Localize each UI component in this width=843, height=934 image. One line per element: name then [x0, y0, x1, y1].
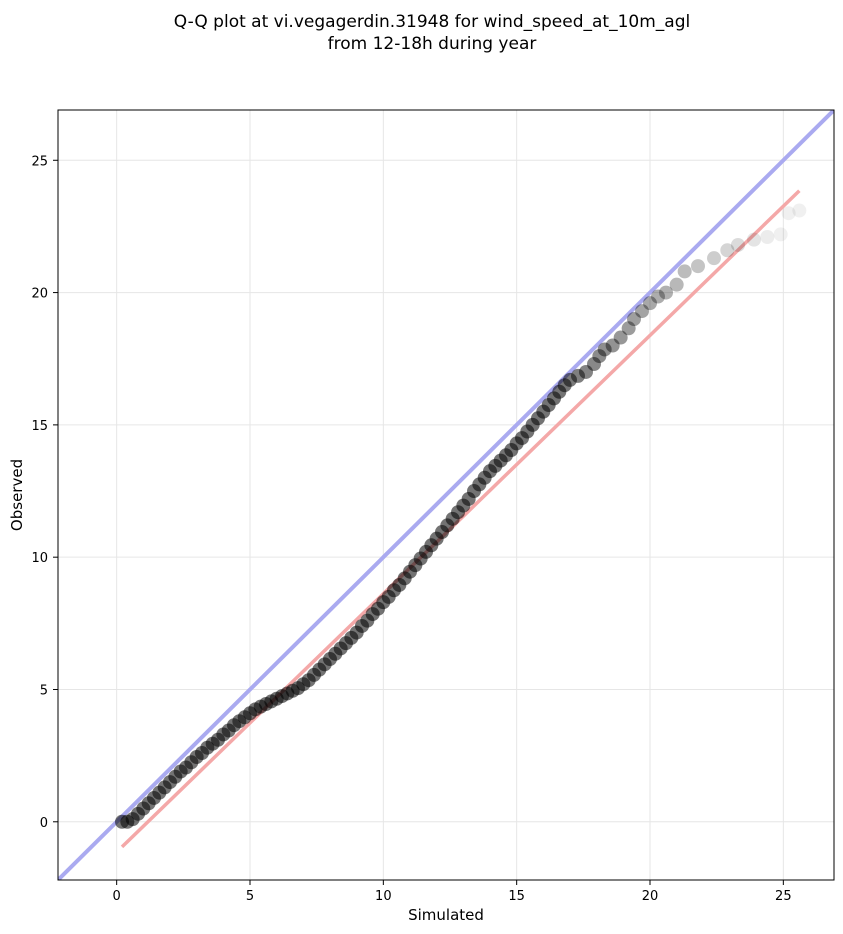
x-axis-ticks: 0 5 10 15 20 25: [113, 880, 792, 904]
x-tick-label: 10: [375, 889, 392, 904]
data-point: [587, 357, 601, 372]
plot-frame: [57, 109, 835, 881]
data-point: [627, 312, 641, 327]
data-point: [605, 338, 620, 353]
data-point: [613, 330, 628, 345]
data-point: [643, 296, 657, 311]
fit-line: [120, 189, 801, 849]
chart-title: Q-Q plot at vi.vegagerdin.31948 for wind…: [174, 12, 690, 32]
data-point: [621, 321, 636, 336]
data-point: [792, 203, 807, 218]
data-point: [731, 237, 745, 252]
x-tick-label: 25: [775, 889, 792, 904]
data-point: [760, 230, 775, 245]
y-tick-label: 20: [31, 287, 48, 302]
data-point: [659, 285, 673, 300]
data-point: [781, 206, 796, 221]
data-point: [579, 364, 593, 379]
data-point: [635, 304, 649, 319]
data-point: [592, 349, 607, 364]
y-tick-label: 10: [31, 551, 48, 566]
y-tick-label: 5: [40, 683, 48, 698]
data-point: [651, 289, 665, 304]
data-point: [669, 277, 684, 292]
x-axis-label: Simulated: [408, 906, 484, 924]
data-point: [747, 232, 761, 247]
data-point: [677, 264, 692, 279]
y-tick-label: 0: [40, 816, 48, 831]
grid: [58, 110, 834, 880]
x-tick-label: 5: [246, 889, 254, 904]
x-tick-label: 15: [508, 889, 525, 904]
data-points: [115, 203, 807, 829]
data-point: [720, 243, 735, 258]
data-point: [597, 342, 612, 357]
y-axis-label: Observed: [8, 459, 26, 531]
identity-line: [58, 110, 834, 880]
y-tick-label: 25: [31, 154, 48, 169]
x-tick-label: 20: [642, 889, 659, 904]
data-point: [691, 259, 705, 274]
y-tick-label: 15: [31, 419, 48, 434]
chart-subtitle: from 12-18h during year: [328, 34, 537, 54]
x-tick-label: 0: [113, 889, 121, 904]
data-point: [773, 227, 788, 242]
y-axis-ticks: 0 5 10 15 20 25: [31, 154, 58, 831]
data-point: [707, 251, 721, 266]
data-point: [571, 368, 585, 383]
reference-lines: [58, 110, 834, 880]
